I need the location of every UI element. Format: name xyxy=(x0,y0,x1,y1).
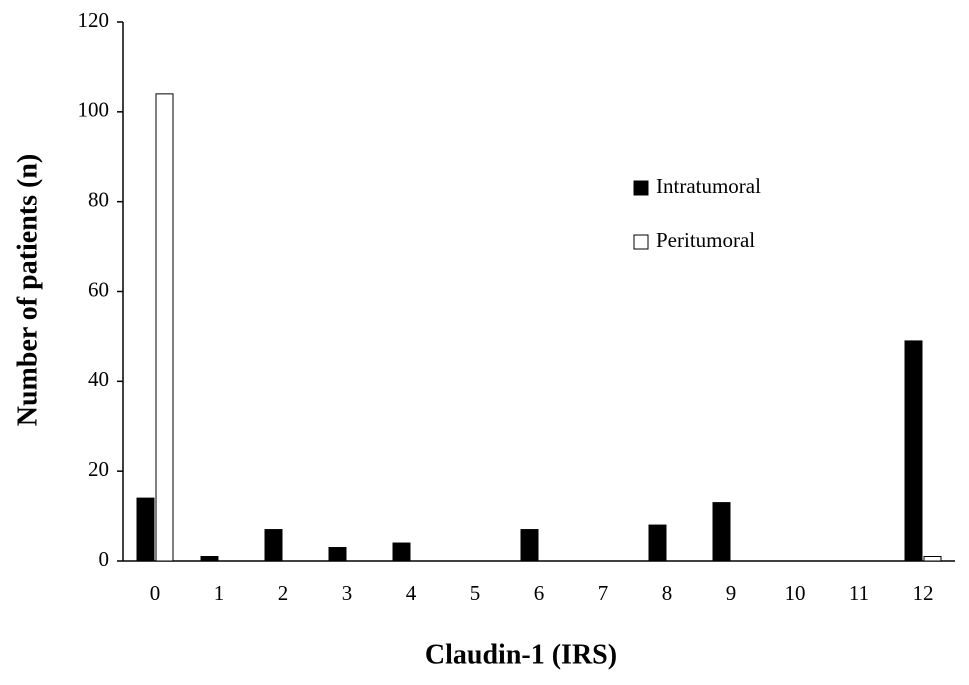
x-tick-label: 4 xyxy=(406,581,417,605)
legend-swatch xyxy=(633,234,649,250)
x-tick-label: 7 xyxy=(598,581,609,605)
bar xyxy=(904,340,923,562)
bar xyxy=(264,529,283,562)
legend-label: Intratumoral xyxy=(656,174,761,198)
y-axis-title: Number of patients (n) xyxy=(12,154,43,426)
y-tick-label: 40 xyxy=(88,367,109,391)
y-tick-label: 0 xyxy=(99,547,110,571)
x-tick-label: 2 xyxy=(278,581,289,605)
x-tick-label: 10 xyxy=(785,581,806,605)
x-tick-label: 6 xyxy=(534,581,545,605)
x-tick-label: 0 xyxy=(150,581,161,605)
y-tick-label: 120 xyxy=(78,8,110,32)
x-tick-label: 9 xyxy=(726,581,737,605)
bar xyxy=(520,529,539,562)
y-tick-label: 20 xyxy=(88,457,109,481)
bar xyxy=(155,93,174,562)
y-tick-label: 100 xyxy=(78,98,110,122)
bar xyxy=(328,547,347,562)
bar xyxy=(712,502,731,562)
legend-swatch xyxy=(633,180,649,196)
bar xyxy=(648,524,667,562)
y-tick-label: 60 xyxy=(88,277,109,301)
x-tick-label: 8 xyxy=(662,581,673,605)
x-tick-label: 11 xyxy=(849,581,869,605)
y-tick-label: 80 xyxy=(88,187,109,211)
bar xyxy=(392,542,411,562)
x-tick-label: 3 xyxy=(342,581,353,605)
legend-label: Peritumoral xyxy=(656,228,755,252)
x-axis-title: Claudin-1 (IRS) xyxy=(425,639,617,670)
bar xyxy=(200,556,219,562)
x-tick-label: 5 xyxy=(470,581,481,605)
bar xyxy=(923,556,942,562)
x-tick-label: 12 xyxy=(913,581,934,605)
bar xyxy=(136,497,155,562)
x-tick-label: 1 xyxy=(214,581,225,605)
